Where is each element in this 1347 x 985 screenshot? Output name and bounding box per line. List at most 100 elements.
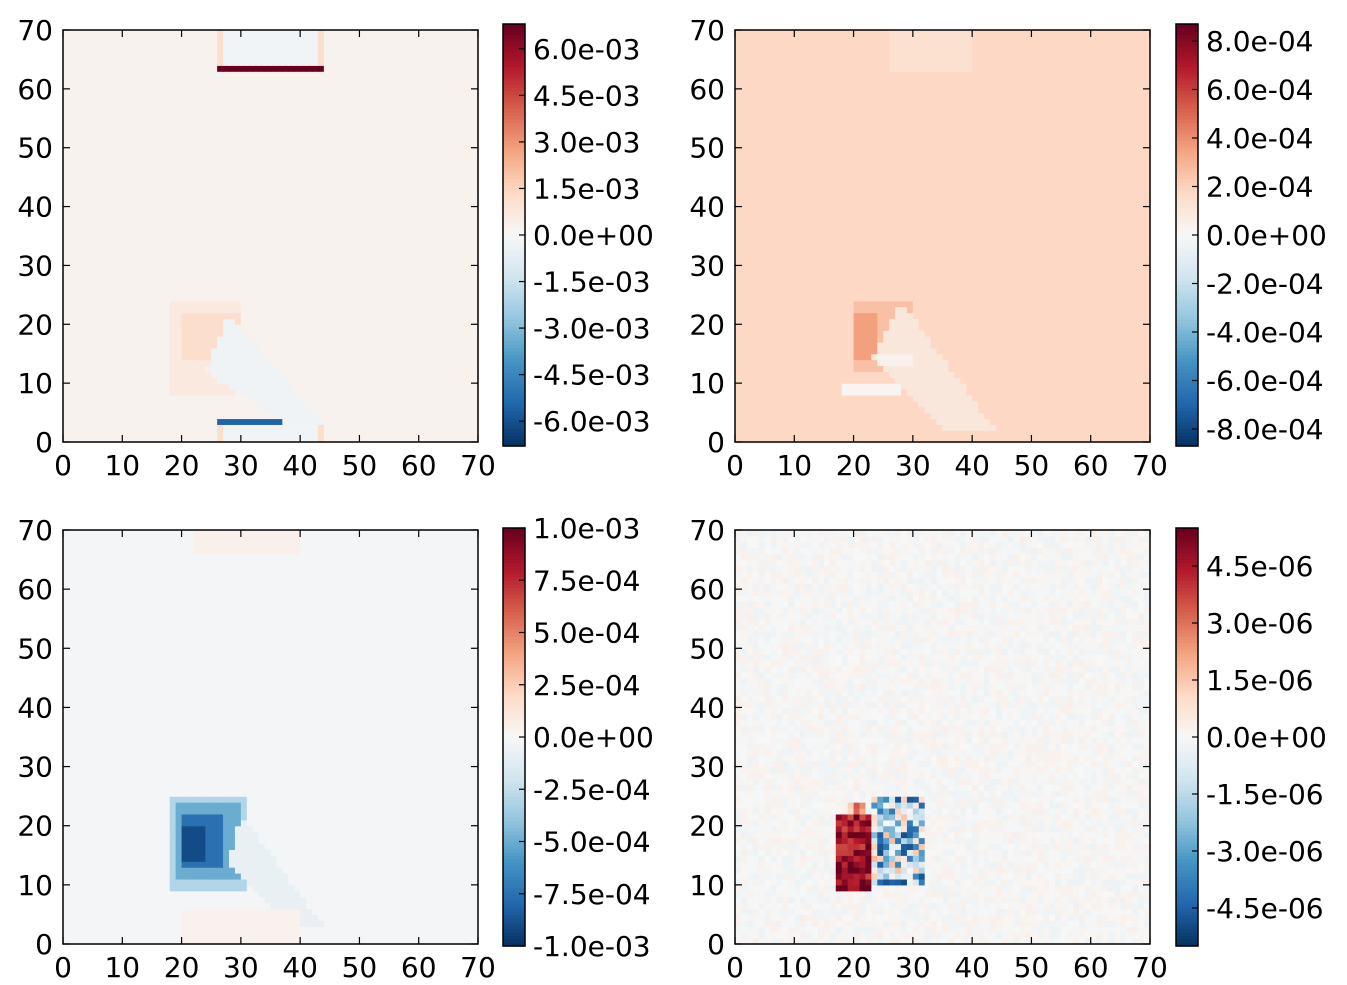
heatmap-cell <box>163 35 171 43</box>
heatmap-cell <box>270 277 278 284</box>
heatmap-cell <box>110 112 117 119</box>
heatmap-cell <box>211 306 218 314</box>
heatmap-cell <box>317 118 325 125</box>
heatmap-cell <box>264 65 272 72</box>
heatmap-cell <box>406 241 414 249</box>
heatmap-cell <box>436 341 444 349</box>
heatmap-cell <box>329 394 337 402</box>
heatmap-cell <box>110 371 117 378</box>
heatmap-cell <box>359 318 366 325</box>
heatmap-cell <box>199 200 206 208</box>
heatmap-cell <box>418 124 426 131</box>
heatmap-cell <box>240 194 248 202</box>
heatmap-cell <box>258 241 266 249</box>
heatmap-cell <box>365 277 372 284</box>
heatmap-cell <box>80 71 88 78</box>
heatmap-cell <box>205 400 212 408</box>
heatmap-cell <box>223 183 230 190</box>
heatmap-cell <box>169 88 177 96</box>
heatmap-cell <box>288 30 295 37</box>
heatmap-cell <box>377 212 384 219</box>
heatmap-cell <box>323 365 331 372</box>
heatmap-cell <box>199 153 206 161</box>
heatmap-cell <box>211 288 218 296</box>
heatmap-cell <box>199 82 206 90</box>
heatmap-cell <box>365 406 372 414</box>
heatmap-cell <box>175 41 183 49</box>
heatmap-cell <box>395 406 402 414</box>
heatmap-cell <box>157 436 165 443</box>
heatmap-cell <box>258 430 266 437</box>
heatmap-cell <box>223 194 230 202</box>
heatmap-cell <box>181 236 189 243</box>
heatmap-cell <box>134 218 141 225</box>
heatmap-cell <box>276 389 283 396</box>
heatmap-cell <box>252 389 260 396</box>
heatmap-cell <box>353 341 361 349</box>
heatmap-cell <box>98 288 106 296</box>
heatmap-cell <box>436 241 444 249</box>
heatmap-cell <box>329 324 337 331</box>
heatmap-cell <box>110 82 117 90</box>
heatmap-cell <box>317 389 325 396</box>
heatmap-cell <box>317 106 325 113</box>
heatmap-cell <box>371 153 378 161</box>
heatmap-cell <box>258 41 266 49</box>
heatmap-cell <box>246 124 254 131</box>
heatmap-cell <box>116 353 123 361</box>
heatmap-cell <box>63 377 70 384</box>
heatmap-cell <box>294 300 301 308</box>
heatmap-cell <box>258 347 266 355</box>
heatmap-cell <box>383 318 390 325</box>
heatmap-cell <box>134 300 141 308</box>
heatmap-cell <box>353 365 361 372</box>
heatmap-cell <box>110 236 117 243</box>
heatmap-cell <box>92 65 100 72</box>
heatmap-cell <box>347 306 355 314</box>
heatmap-cell <box>436 300 444 308</box>
heatmap-cell <box>169 253 177 261</box>
heatmap-cell <box>383 53 390 61</box>
heatmap-cell <box>306 165 313 172</box>
heatmap-cell <box>294 130 301 137</box>
heatmap-cell <box>151 371 159 378</box>
heatmap-cell <box>258 65 266 72</box>
heatmap-cell <box>169 247 177 255</box>
heatmap-cell <box>92 412 100 420</box>
heatmap-cell <box>448 147 455 155</box>
heatmap-cell <box>418 65 426 72</box>
heatmap-cell <box>163 436 171 443</box>
heatmap-cell <box>128 377 135 384</box>
heatmap-cell <box>74 141 82 149</box>
heatmap-cell <box>163 135 171 143</box>
heatmap-cell <box>442 283 449 290</box>
heatmap-cell <box>300 130 307 137</box>
colorbar-segment <box>503 435 525 440</box>
heatmap-cell <box>359 418 366 425</box>
heatmap-cell <box>104 330 112 337</box>
heatmap-cell <box>63 424 70 431</box>
heatmap-cell <box>80 312 88 319</box>
heatmap-cell <box>270 53 278 61</box>
heatmap-cell <box>92 94 100 102</box>
heatmap-cell <box>98 71 106 78</box>
heatmap-cell <box>229 389 236 396</box>
heatmap-cell <box>347 253 355 261</box>
heatmap-cell <box>323 35 331 43</box>
heatmap-cell <box>252 141 260 149</box>
heatmap-cell <box>217 236 224 243</box>
heatmap-cell <box>353 400 361 408</box>
heatmap-cell <box>223 106 230 113</box>
heatmap-cell <box>110 341 117 349</box>
heatmap-cell <box>288 118 295 125</box>
heatmap-cell <box>276 94 283 102</box>
heatmap-cell <box>460 324 467 331</box>
heatmap-cell <box>246 118 254 125</box>
heatmap-cell <box>288 135 295 143</box>
heatmap-cell <box>169 330 177 337</box>
heatmap-cell <box>134 141 141 149</box>
heatmap-cell <box>466 341 473 349</box>
heatmap-cell <box>282 212 289 219</box>
heatmap-cell <box>472 230 479 237</box>
heatmap-cell <box>466 330 473 337</box>
